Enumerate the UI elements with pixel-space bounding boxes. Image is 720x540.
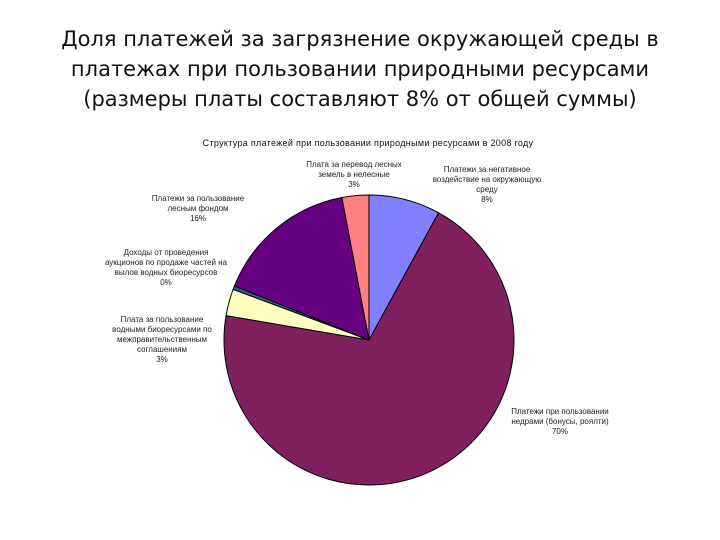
chart-title: Структура платежей при пользовании приро… <box>203 138 534 148</box>
slide-title-line-2: платежах при пользовании природными ресу… <box>70 57 650 81</box>
slide-title: Доля платежей за загрязнение окружающей … <box>20 24 700 114</box>
pie-slices <box>223 194 515 486</box>
slide-title-line-1: Доля платежей за загрязнение окружающей … <box>61 27 659 51</box>
pie-slice-5 <box>233 196 370 341</box>
slice-labels: Платежи за негативное воздействие на окру… <box>105 160 609 436</box>
slide-title-line-3: (размеры платы составляют 8% от общей су… <box>83 87 637 111</box>
slice-label-2: Платежи при пользовании недрами (бонусы, … <box>511 407 609 436</box>
slice-label-6: Плата за перевод лесных земель в нелесные… <box>306 160 402 189</box>
pie-slice-2 <box>223 212 515 486</box>
slice-label-4: Доходы от проведения аукционов по продаже… <box>105 248 228 287</box>
slice-label-5: Платежи за пользование лесным фондом 16% <box>152 194 245 223</box>
slice-label-3: Плата за пользование водными биоресурсами… <box>112 315 212 364</box>
pie-slice-6 <box>341 194 370 341</box>
slice-label-1: Платежи за негативное воздействие на окру… <box>433 165 542 204</box>
